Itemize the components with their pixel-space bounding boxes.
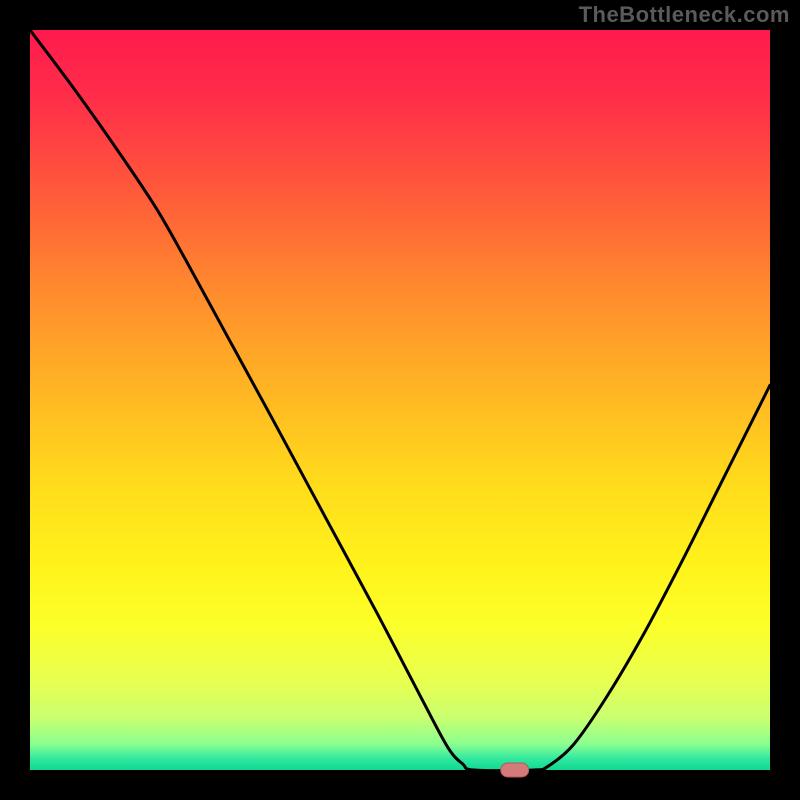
watermark-text: TheBottleneck.com bbox=[579, 2, 790, 28]
optimal-marker bbox=[501, 763, 529, 777]
chart-container: TheBottleneck.com bbox=[0, 0, 800, 800]
chart-svg bbox=[0, 0, 800, 800]
